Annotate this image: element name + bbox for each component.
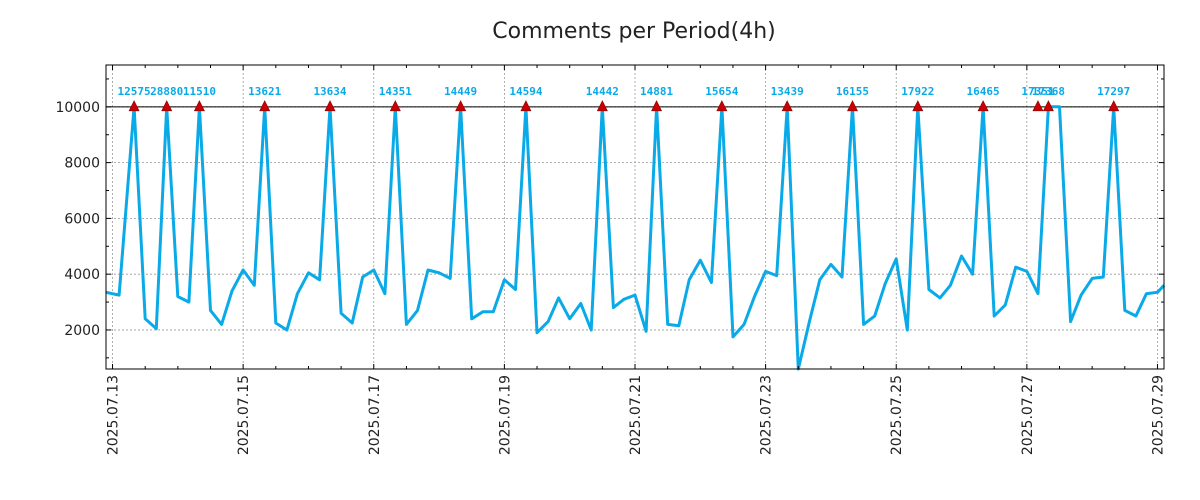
peak-marker bbox=[977, 100, 989, 112]
peak-marker bbox=[846, 100, 858, 112]
y-tick-label: 4000 bbox=[64, 267, 100, 283]
peak-marker bbox=[193, 100, 205, 112]
peak-marker bbox=[520, 100, 532, 112]
series-line bbox=[105, 105, 1166, 371]
y-tick-label: 6000 bbox=[64, 211, 100, 227]
peak-label: 17351 bbox=[1021, 85, 1054, 98]
x-tick-label: 2025.07.17 bbox=[367, 375, 383, 455]
y-tick-label: 8000 bbox=[64, 156, 100, 172]
peak-label: 17368 bbox=[1032, 85, 1065, 98]
peak-label: 13621 bbox=[248, 85, 281, 98]
peak-marker bbox=[161, 100, 173, 112]
chart-title: Comments per Period(4h) bbox=[492, 19, 776, 44]
x-tick-label: 2025.07.25 bbox=[889, 375, 905, 455]
x-tick-label: 2025.07.21 bbox=[628, 375, 644, 455]
y-tick-label: 2000 bbox=[64, 323, 100, 339]
x-tick-label: 2025.07.29 bbox=[1150, 375, 1166, 455]
peak-label: 16155 bbox=[836, 85, 869, 98]
peak-marker bbox=[912, 100, 924, 112]
peak-label: 14351 bbox=[379, 85, 412, 98]
x-tick-labels: 2025.07.13 2025.07.15 2025.07.17 2025.07.19… bbox=[106, 375, 1167, 455]
x-tick-label: 2025.07.27 bbox=[1020, 375, 1036, 455]
y-tick-labels: 2000 4000 6000 8000 10000 bbox=[55, 100, 100, 339]
peak-marker bbox=[596, 100, 608, 112]
peak-label: 14881 bbox=[640, 85, 673, 98]
peak-label: 16465 bbox=[967, 85, 1000, 98]
peak-marker bbox=[389, 100, 401, 112]
peak-label: 28880 bbox=[150, 85, 183, 98]
peak-label: 14594 bbox=[509, 85, 542, 98]
peak-marker bbox=[455, 100, 467, 112]
peak-labels: 12575 28880 11510 13621 13634 14351 14449 14594… bbox=[118, 85, 1131, 98]
peak-label: 15654 bbox=[705, 85, 738, 98]
peak-marker bbox=[1042, 100, 1054, 112]
peak-marker bbox=[781, 100, 793, 112]
peak-label: 14442 bbox=[586, 85, 619, 98]
peak-marker bbox=[651, 100, 663, 112]
peak-marker bbox=[716, 100, 728, 112]
y-tick-label: 10000 bbox=[55, 100, 100, 116]
peak-label: 13439 bbox=[771, 85, 804, 98]
peak-marker bbox=[1108, 100, 1120, 112]
peak-label: 12575 bbox=[118, 85, 151, 98]
peak-label: 13634 bbox=[313, 85, 346, 98]
series-layer bbox=[105, 105, 1166, 371]
peak-label: 17922 bbox=[901, 85, 934, 98]
x-tick-label: 2025.07.19 bbox=[497, 375, 513, 455]
x-tick-label: 2025.07.15 bbox=[236, 375, 252, 455]
peak-marker bbox=[128, 100, 140, 112]
peak-marker bbox=[259, 100, 271, 112]
peak-label: 11510 bbox=[183, 85, 216, 98]
peak-label: 17297 bbox=[1097, 85, 1130, 98]
peak-label: 14449 bbox=[444, 85, 477, 98]
peak-markers bbox=[128, 100, 1120, 112]
peak-marker bbox=[1032, 100, 1044, 112]
x-tick-label: 2025.07.23 bbox=[759, 375, 775, 455]
axis-ticks bbox=[106, 65, 1164, 369]
x-tick-label: 2025.07.13 bbox=[106, 375, 122, 455]
peak-marker bbox=[324, 100, 336, 112]
